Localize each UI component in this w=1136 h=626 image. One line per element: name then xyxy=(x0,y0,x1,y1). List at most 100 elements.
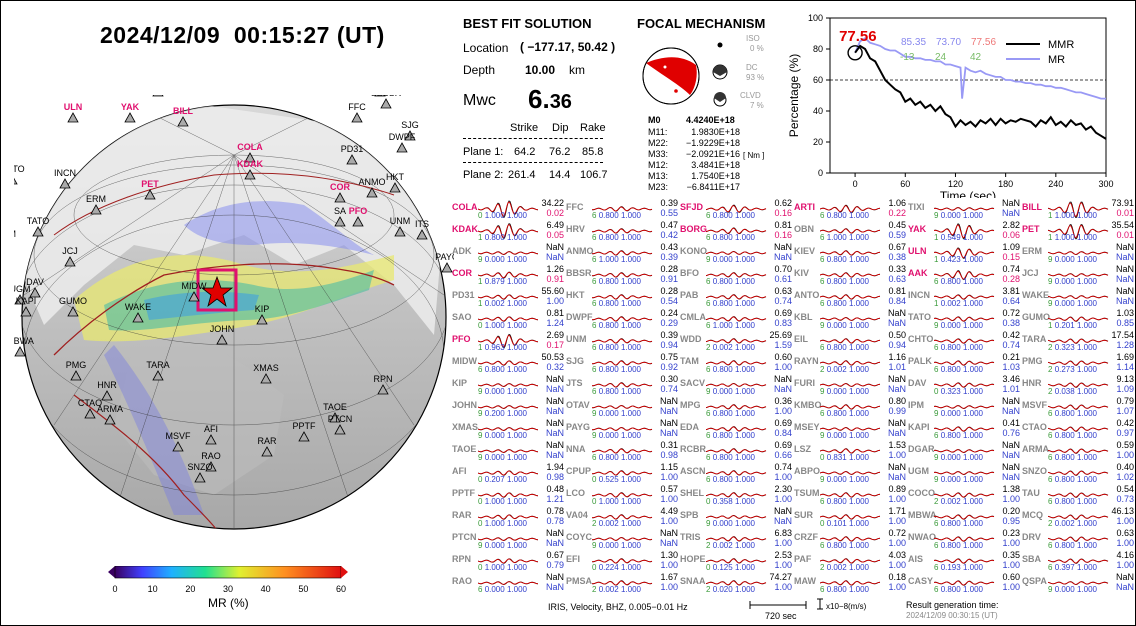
trace-waveform xyxy=(592,514,653,520)
trace-waveform xyxy=(1048,251,1109,256)
trace-weights: 1 1.000 1.000 xyxy=(1048,233,1097,242)
trace-misfit: 0.83 xyxy=(774,318,792,328)
trace-misfit: NaN xyxy=(887,472,906,482)
trace-misfit: 0.95 xyxy=(1002,516,1020,526)
trace-misfit: NaN xyxy=(1001,406,1020,416)
trace-misfit: 1.00 xyxy=(1116,516,1134,526)
colorbar-ticks: 0 10 20 30 40 50 60 xyxy=(112,584,346,594)
trace-weights: 6 0.800 1.000 xyxy=(820,343,869,352)
trace-misfit: 0.06 xyxy=(1002,230,1020,240)
trace-weights: 2 0.020 1.000 xyxy=(706,585,755,594)
trace-cell: CTAO 0.42 0.97 6 0.800 1.000 xyxy=(1022,418,1136,440)
trace-misfit: 0.29 xyxy=(660,318,678,328)
station-label: ANMO xyxy=(359,177,386,187)
moment-key: M11: xyxy=(648,127,668,137)
trace-weights: 9 0.000 1.000 xyxy=(820,321,869,330)
trace-weights: 2 0.002 1.000 xyxy=(706,541,755,550)
waveform-grid: COLA 34.22 0.02 0 1.000 1.000 KDAK 6.49 0.05 1 … xyxy=(452,198,1136,596)
synthetic-trace xyxy=(934,248,995,259)
moment-key: M22: xyxy=(648,138,669,148)
trace-waveform xyxy=(478,251,539,256)
trace-mr: 1.26 xyxy=(546,264,564,274)
synthetic-trace xyxy=(478,223,538,238)
trace-mr: 0.69 xyxy=(774,440,792,450)
trace-mr: 35.54 xyxy=(1111,220,1134,230)
trace-mr: 0.31 xyxy=(660,440,678,450)
trace-misfit: 0.32 xyxy=(546,362,564,372)
trace-station: DGAR xyxy=(908,444,935,454)
mr-swath-blue xyxy=(144,291,259,320)
trace-weights: 9 0.000 1.000 xyxy=(934,409,983,418)
trace-misfit: NaN xyxy=(1001,208,1020,218)
synthetic-trace xyxy=(1048,470,1109,476)
trace-cell: NWAO 0.23 1.00 6 0.800 1.000 xyxy=(908,528,1022,550)
plate-boundary-south xyxy=(73,394,235,529)
trace-mr: 0.67 xyxy=(888,242,906,252)
trace-waveform xyxy=(592,558,653,564)
trace-misfit: NaN xyxy=(1115,582,1134,592)
trace-cell: TAU 0.54 0.73 6 0.800 1.000 xyxy=(1022,484,1136,506)
synthetic-trace xyxy=(592,470,653,476)
synthetic-trace xyxy=(934,270,995,280)
station-triangle-icon xyxy=(416,229,428,240)
trace-weights: 6 0.800 1.000 xyxy=(592,365,641,374)
trace-station: IPM xyxy=(908,400,925,410)
synthetic-trace xyxy=(1048,581,1109,585)
trace-mr: NaN xyxy=(659,528,678,538)
moment-unit: [ Nm ] xyxy=(743,151,765,160)
station-label: COR xyxy=(330,182,351,192)
trace-waveform xyxy=(820,382,881,387)
trace-waveform xyxy=(706,492,767,498)
trace-misfit: 1.01 xyxy=(888,362,906,372)
station-label: ITS xyxy=(415,219,429,229)
station-triangle-icon xyxy=(216,334,228,345)
trace-weights: 9 0.000 1.000 xyxy=(706,387,755,396)
moment-value: −1.9229E+18 xyxy=(685,138,740,148)
trace-cell: NNA 0.31 0.98 6 0.800 1.000 xyxy=(566,440,680,462)
trace-weights: 6 0.800 1.000 xyxy=(706,365,755,374)
trace-waveform xyxy=(934,316,995,322)
trace-misfit: 1.00 xyxy=(888,538,906,548)
trace-weights: 9 0.000 1.000 xyxy=(1048,255,1097,264)
trace-station: SUR xyxy=(794,510,814,520)
trace-station: TAOE xyxy=(452,444,477,454)
synthetic-trace xyxy=(934,294,995,300)
trace-station: PAB xyxy=(680,290,699,300)
synthetic-trace xyxy=(592,558,653,564)
trace-misfit: NaN xyxy=(1115,274,1134,284)
trace-mr: 1.67 xyxy=(660,572,678,582)
trace-cell: LSZ 1.53 1.00 0 0.831 1.000 xyxy=(794,440,908,462)
trace-station: COCO xyxy=(908,488,935,498)
trace-weights: 9 0.000 1.000 xyxy=(934,453,983,462)
trace-weights: 0 0.207 1.000 xyxy=(478,475,527,484)
trace-weights: 2 0.273 1.000 xyxy=(1048,365,1097,374)
trace-misfit: 0.99 xyxy=(888,406,906,416)
trace-waveform xyxy=(706,250,767,255)
trace-station: BORG xyxy=(680,224,707,234)
synthetic-trace xyxy=(1048,338,1109,344)
trace-cell: KBL NaN NaN 9 0.000 1.000 xyxy=(794,308,908,330)
trace-mr: 0.54 xyxy=(1116,484,1134,494)
trace-weights: 9 0.000 1.000 xyxy=(706,519,755,528)
trace-station: TIXI xyxy=(908,202,925,212)
trace-waveform xyxy=(706,448,767,454)
trace-station: PAYG xyxy=(566,422,591,432)
station-label: SJG xyxy=(401,120,419,130)
trace-waveform xyxy=(478,449,539,454)
moment-row: M12: 3.4841E+18 xyxy=(648,160,788,170)
trace-misfit: 1.00 xyxy=(660,494,678,504)
station-triangle-icon xyxy=(346,154,358,165)
station-label: ULN xyxy=(64,102,83,112)
trace-waveform xyxy=(934,471,995,476)
trace-cell: EDA 0.69 0.84 6 0.800 1.000 xyxy=(680,418,794,440)
trace-weights: 6 0.800 1.000 xyxy=(592,233,641,242)
trace-mr: 0.67 xyxy=(546,550,564,560)
synthetic-trace xyxy=(478,334,538,348)
trace-mr: 0.75 xyxy=(660,352,678,362)
trace-cell: SUR 1.71 1.00 0 0.101 1.000 xyxy=(794,506,908,528)
trace-cell: DGAR NaN NaN 9 0.000 1.000 xyxy=(908,440,1022,462)
synthetic-trace xyxy=(1048,558,1109,564)
trace-waveform xyxy=(478,492,539,498)
trace-misfit: 1.00 xyxy=(660,560,678,570)
synthetic-trace xyxy=(820,272,881,278)
